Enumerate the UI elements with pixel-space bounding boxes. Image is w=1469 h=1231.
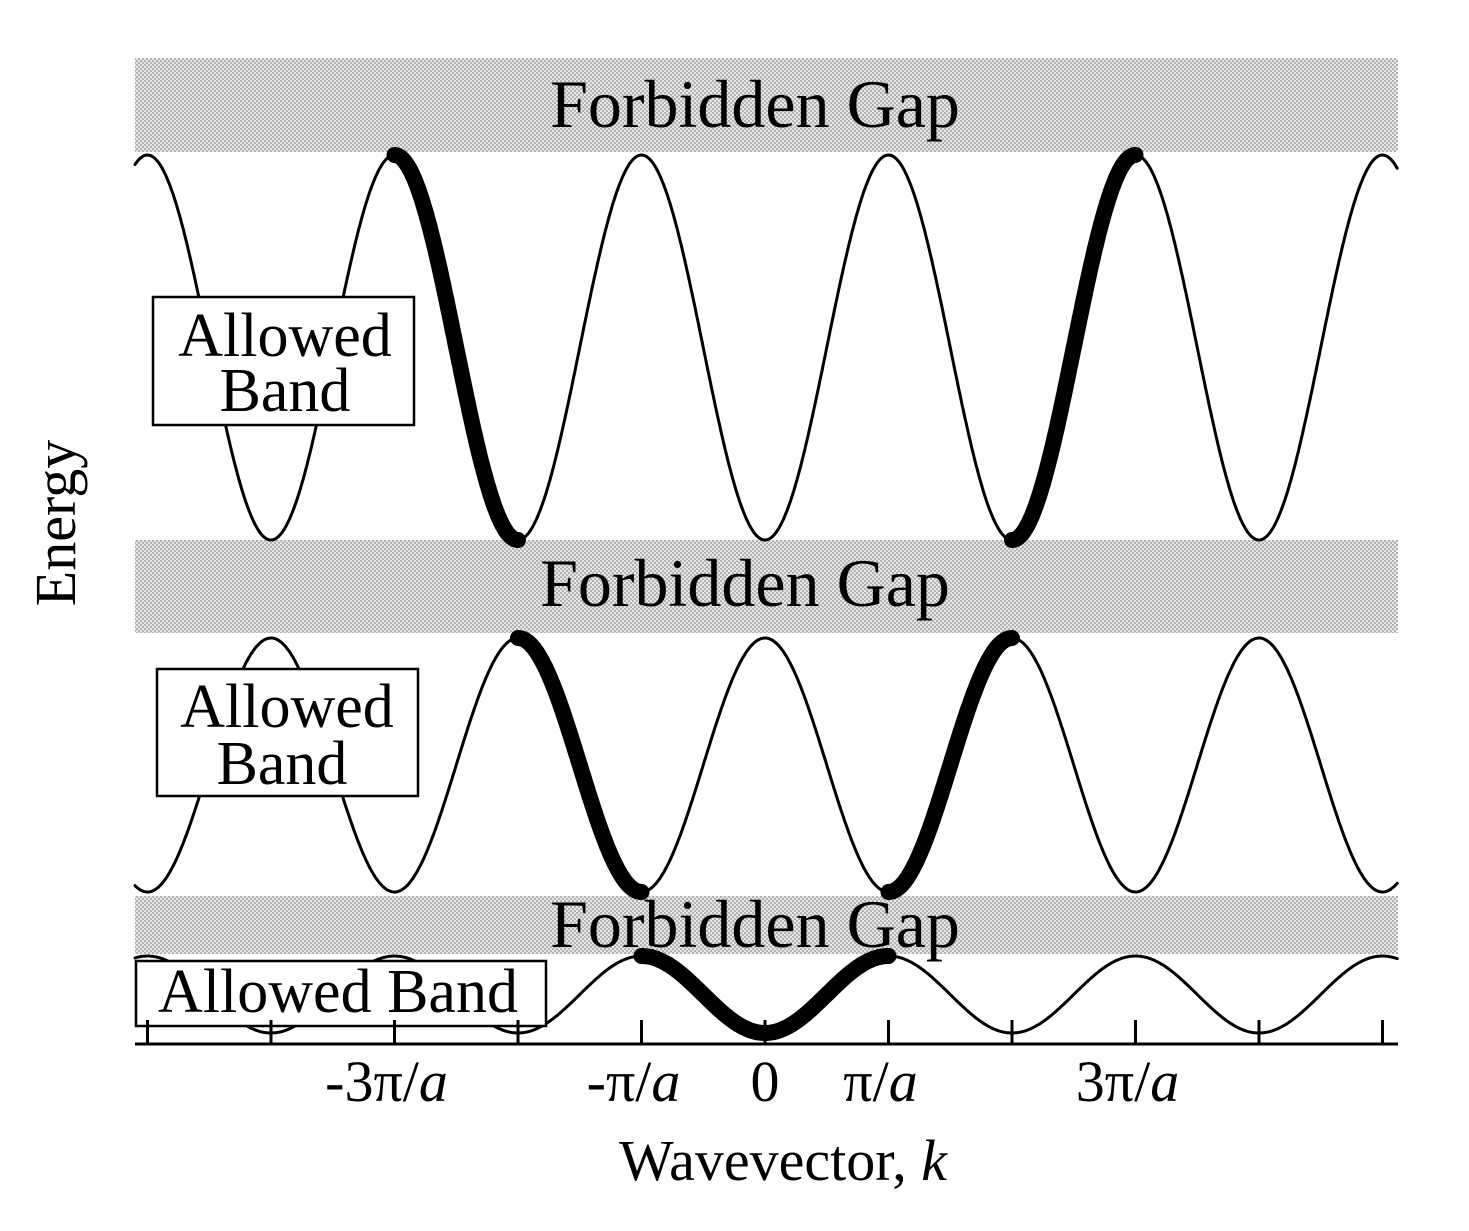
allowed-band-label-lower: Allowed Band (134, 958, 548, 1028)
y-axis-title: Energy (23, 440, 88, 606)
allowed-band-box (155, 667, 420, 798)
x-axis-tick-labels: -3π/a -π/a 0 π/a 3π/a (325, 1049, 1179, 1114)
x-axis-title: Wavevector, k (619, 1128, 948, 1193)
x-tick-label: 3π/a (1076, 1049, 1179, 1114)
band-2-extended-zone-left (510, 630, 650, 900)
allowed-band-box (151, 295, 416, 427)
allowed-band-line-1: Allowed (178, 302, 392, 370)
forbidden-gap-label-top: Forbidden Gap (550, 66, 960, 142)
x-tick-label: 0 (751, 1049, 780, 1114)
forbidden-gap-label-bottom: Forbidden Gap (550, 886, 960, 962)
x-tick-label: -π/a (587, 1049, 681, 1114)
x-tick-label: π/a (843, 1049, 917, 1114)
band-2-curve (133, 636, 1399, 894)
band-3-extended-zone-left (386, 147, 526, 548)
forbidden-gap-middle (135, 540, 1398, 633)
x-tick-label: -3π/a (325, 1049, 448, 1114)
allowed-band-line-2: Band (217, 730, 348, 798)
allowed-band-label-upper: Allowed Band (151, 295, 416, 427)
band-3-extended-zone-right (1004, 147, 1144, 548)
forbidden-gap-bottom (135, 896, 1398, 954)
allowed-band-label-middle: Allowed Band (155, 667, 420, 798)
allowed-band-line-2: Band (220, 357, 351, 425)
allowed-band-line-1: Allowed Band (158, 958, 518, 1026)
forbidden-gap-top (135, 58, 1398, 152)
forbidden-gap-label-middle: Forbidden Gap (540, 545, 950, 621)
x-axis-ticks (146, 1020, 1384, 1044)
band-3-curve (133, 153, 1399, 542)
allowed-band-box (134, 959, 548, 1028)
band-2-extended-zone-right (880, 630, 1020, 900)
allowed-band-line-1: Allowed (180, 673, 394, 741)
